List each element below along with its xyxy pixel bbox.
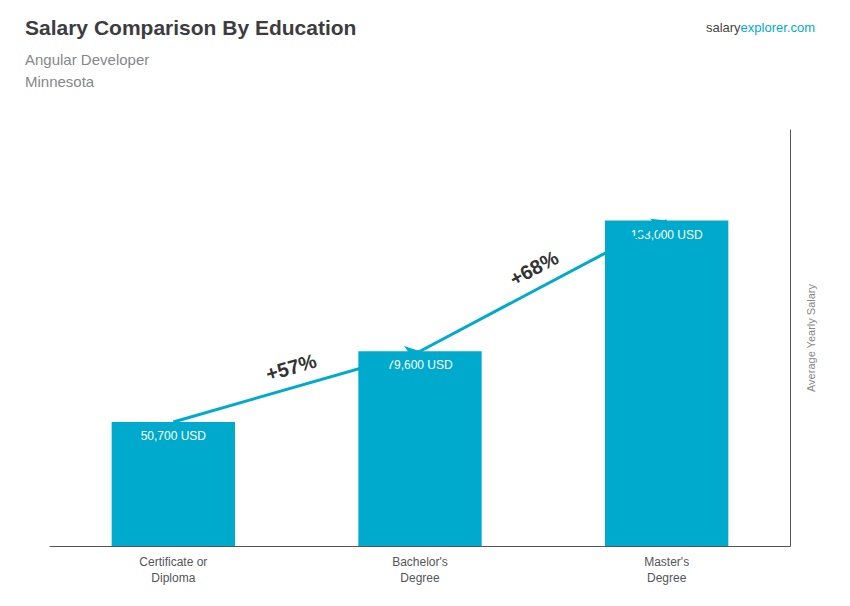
svg-text:79,600 USD: 79,600 USD <box>387 358 453 372</box>
svg-text:50,700 USD: 50,700 USD <box>141 429 207 443</box>
svg-text:Certificate or: Certificate or <box>139 555 207 569</box>
svg-text:Master's: Master's <box>644 555 689 569</box>
svg-text:133,000 USD: 133,000 USD <box>630 227 703 242</box>
svg-text:+68%: +68% <box>506 246 562 290</box>
svg-text:salary: salary <box>706 20 741 35</box>
svg-text:Minnesota: Minnesota <box>25 73 95 90</box>
svg-text:Bachelor's: Bachelor's <box>392 555 448 569</box>
svg-text:+57%: +57% <box>263 350 319 385</box>
svg-text:Angular Developer: Angular Developer <box>25 51 149 68</box>
svg-text:Average Yearly Salary: Average Yearly Salary <box>805 283 817 392</box>
svg-text:Degree: Degree <box>647 571 687 585</box>
svg-text:Diploma: Diploma <box>151 571 195 585</box>
svg-text:Salary Comparison By Education: Salary Comparison By Education <box>25 16 356 39</box>
svg-text:explorer.com: explorer.com <box>741 20 815 35</box>
svg-text:Degree: Degree <box>400 571 440 585</box>
